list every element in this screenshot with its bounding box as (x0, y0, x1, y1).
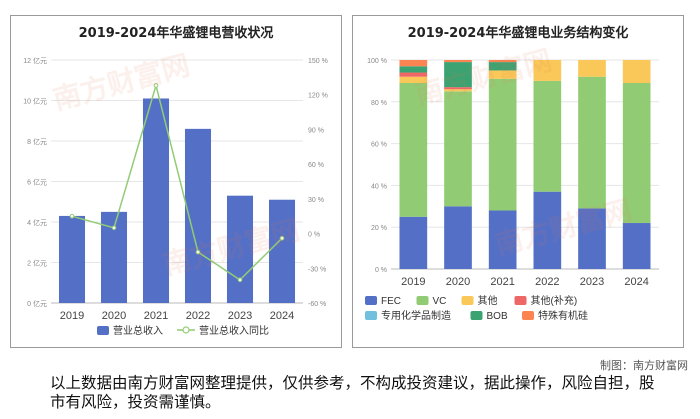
bar-segment (444, 206, 472, 269)
bar-segment (533, 60, 562, 81)
y-left-tick-label: 12 亿元 (23, 56, 47, 65)
legend-label: 其他 (478, 294, 498, 307)
x-tick-label: 2019 (60, 310, 84, 322)
bar-segment (578, 60, 606, 77)
bar-segment (488, 60, 517, 63)
x-tick-label: 2020 (102, 310, 126, 322)
bar-segment (578, 76, 606, 209)
y-right-tick-label: 150 % (308, 58, 328, 65)
bar-segment (444, 91, 472, 207)
x-tick-label: 2023 (228, 310, 252, 322)
y-right-tick-label: -30 % (308, 266, 326, 273)
y-right-tick-label: 60 % (308, 162, 324, 169)
y-left-tick-label: 2 亿元 (27, 259, 47, 268)
disclaimer-text: 以上数据由南方财富网整理提供，仅供参考，不构成投资建议，据此操作，风险自担，股市… (50, 374, 655, 411)
x-tick-label: 2019 (401, 276, 425, 288)
legend-label: 其他(补充) (531, 294, 578, 307)
bar-segment (533, 191, 562, 269)
legend-label: BOB (487, 311, 508, 322)
legend-label: FEC (381, 296, 401, 307)
revenue-chart-svg: 0 亿元 2 亿元 4 亿元 6 亿元 8 亿元 10 亿元 12 亿元 -60 % -30 %… (23, 56, 328, 337)
y-tick-label: 0 % (375, 267, 387, 274)
point-yoy (195, 249, 201, 255)
x-tick-label: 2024 (624, 276, 648, 288)
point-yoy (237, 277, 243, 283)
legend-swatch (416, 296, 429, 305)
bar-segment (488, 70, 517, 79)
bar-revenue (268, 199, 296, 303)
structure-chart-svg: 0 % 20 % 40 % 60 % 80 % 100 % 2019 2020 2021 2022… (365, 58, 659, 322)
y-left-tick-label: 4 亿元 (27, 218, 47, 227)
point-yoy (153, 83, 159, 88)
bar-segment (399, 60, 428, 67)
line-yoy (71, 82, 283, 281)
bar-revenue (142, 98, 170, 303)
legend-label: VC (433, 296, 447, 307)
legend-swatch (514, 296, 527, 305)
x-tick-label: 2020 (446, 276, 470, 288)
x-tick-label: 2024 (270, 310, 294, 322)
legend-swatch (461, 296, 474, 305)
legend-label-yoy: 营业总收入同比 (199, 324, 269, 337)
legend-swatch (522, 311, 534, 320)
bar-segment (399, 82, 428, 217)
legend-swatch (470, 311, 483, 320)
credit-label: 制图：南方财富网 (600, 359, 688, 372)
y-left-tick-label: 8 亿元 (27, 137, 47, 146)
bar-segment (444, 60, 472, 63)
y-left-tick-label: 0 亿元 (27, 299, 47, 308)
x-tick-label: 2022 (186, 310, 210, 322)
y-tick-label: 60 % (371, 142, 387, 149)
bar-segment (399, 66, 428, 73)
bar-segment (399, 216, 428, 269)
y-left-tick-label: 6 亿元 (27, 178, 47, 187)
bar-segment (444, 62, 472, 88)
bar-revenue (226, 195, 254, 303)
y-right-tick-label: -60 % (308, 301, 326, 308)
y-left-tick-label: 10 亿元 (23, 97, 47, 106)
bar-segment (488, 62, 517, 71)
bar-segment (488, 210, 517, 269)
legend-swatch-revenue (97, 326, 109, 335)
bar-segment (399, 72, 428, 77)
bar-segment (488, 78, 517, 211)
legend-label: 特殊有机硅 (538, 309, 588, 322)
legend-swatch (365, 311, 377, 320)
revenue-chart-panel: 2019-2024年华盛锂电营收状况 0 亿元 2 亿元 4 亿元 6 亿元 8 亿元 1… (10, 15, 342, 348)
structure-chart-title: 2019-2024年华盛锂电业务结构变化 (407, 26, 629, 41)
legend-marker-yoy (182, 326, 190, 334)
y-right-tick-label: 90 % (308, 127, 324, 134)
legend-swatch (365, 296, 377, 305)
legend-label-revenue: 营业总收入 (113, 324, 163, 337)
y-tick-label: 100 % (367, 58, 387, 65)
bar-segment (444, 89, 472, 92)
y-right-tick-label: 0 % (308, 232, 320, 239)
bar-segment (399, 76, 428, 83)
x-tick-label: 2021 (144, 310, 168, 322)
bar-segment (622, 223, 651, 269)
bar-segment (578, 208, 606, 269)
point-yoy (279, 235, 285, 241)
bar-segment (622, 60, 651, 83)
revenue-chart-title: 2019-2024年华盛锂电营收状况 (78, 26, 274, 41)
y-tick-label: 20 % (371, 225, 387, 232)
bar-segment (622, 82, 651, 224)
bar-segment (444, 87, 472, 90)
legend-label: 专用化学品制造 (381, 309, 451, 322)
x-tick-label: 2021 (490, 276, 514, 288)
bar-revenue (58, 215, 86, 303)
x-tick-label: 2023 (580, 276, 604, 288)
point-yoy (111, 225, 117, 231)
point-yoy (69, 213, 75, 219)
structure-chart-panel: 2019-2024年华盛锂电业务结构变化 0 % 20 % 40 % 60 % 80 %… (352, 15, 684, 348)
y-tick-label: 40 % (371, 183, 387, 190)
y-tick-label: 80 % (371, 100, 387, 107)
y-right-tick-label: 120 % (308, 93, 328, 100)
y-right-tick-label: 30 % (308, 197, 324, 204)
x-tick-label: 2022 (535, 276, 559, 288)
bar-segment (533, 80, 562, 192)
